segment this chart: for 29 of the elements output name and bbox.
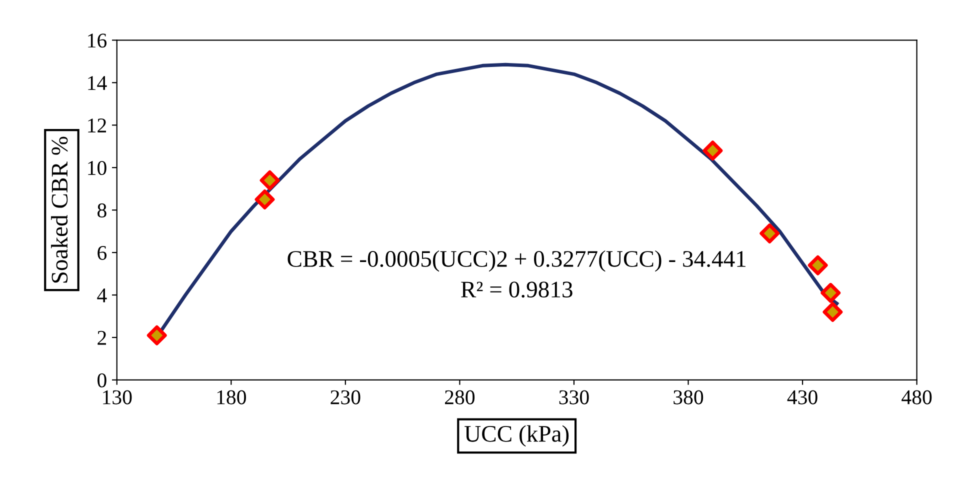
y-tick-label: 8 bbox=[98, 203, 106, 218]
y-tick-label: 6 bbox=[98, 246, 107, 260]
point bbox=[760, 223, 780, 244]
x-tick-label: 180 bbox=[217, 390, 246, 404]
point bbox=[808, 255, 828, 276]
y-tick-label: 2 bbox=[98, 330, 106, 345]
x-tick-label: 430 bbox=[787, 390, 818, 404]
point bbox=[260, 170, 280, 190]
y-tick-label: 14 bbox=[88, 76, 107, 90]
x-tick-label: 380 bbox=[674, 390, 704, 404]
point bbox=[146, 325, 167, 346]
y-tick-label: 4 bbox=[97, 288, 107, 302]
y-tick-label: 10 bbox=[88, 160, 106, 176]
point bbox=[822, 302, 843, 322]
y-tick-label: 0 bbox=[98, 373, 106, 388]
y-tick-label: 16 bbox=[88, 34, 107, 48]
y-tick-label: 12 bbox=[88, 118, 106, 132]
annotation: R² = 0.9813 bbox=[461, 282, 572, 298]
x-tick-label: 330 bbox=[559, 390, 589, 404]
annotation: CBR = -0.0005(UCC)2 + 0.3277(UCC) - 34.441 bbox=[288, 250, 746, 272]
x-tick-label: 280 bbox=[444, 390, 475, 404]
point bbox=[254, 189, 275, 210]
x-axis-title: UCC (kPa) bbox=[464, 425, 569, 447]
point bbox=[702, 140, 723, 161]
x-tick-label: 230 bbox=[330, 390, 360, 404]
point bbox=[820, 282, 841, 303]
y-axis-title: Soaked CBR % bbox=[51, 136, 68, 283]
x-tick-label: 130 bbox=[103, 390, 132, 404]
x-tick-label: 480 bbox=[902, 390, 932, 404]
